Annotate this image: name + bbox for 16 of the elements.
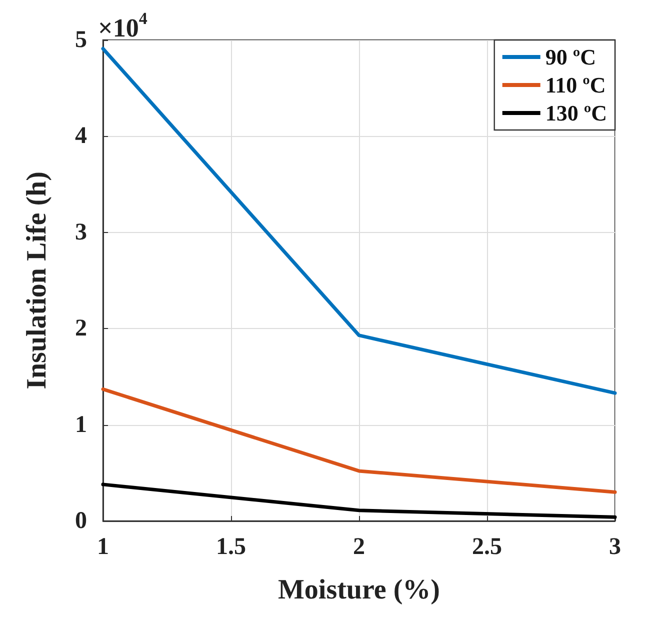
x-tick-label: 1 (97, 534, 109, 560)
legend-label: 110 ºC (545, 72, 606, 98)
legend-label: 90 ºC (545, 44, 596, 70)
y-tick-label: 0 (75, 508, 87, 534)
x-tick-label: 2.5 (472, 534, 502, 560)
y-tick-label: 2 (75, 316, 87, 342)
y-tick-label: 4 (75, 123, 87, 150)
y-tick-label: 3 (75, 219, 87, 246)
y-tick-label: 5 (75, 27, 87, 53)
x-tick-label: 3 (609, 534, 621, 560)
legend-label: 130 ºC (545, 100, 608, 126)
y-tick-label: 1 (75, 412, 87, 438)
x-tick-label: 2 (353, 534, 365, 560)
x-tick-label: 1.5 (216, 534, 246, 560)
x-axis-title: Moisture (%) (278, 574, 440, 606)
y-axis-title: Insulation Life (h) (22, 172, 52, 390)
